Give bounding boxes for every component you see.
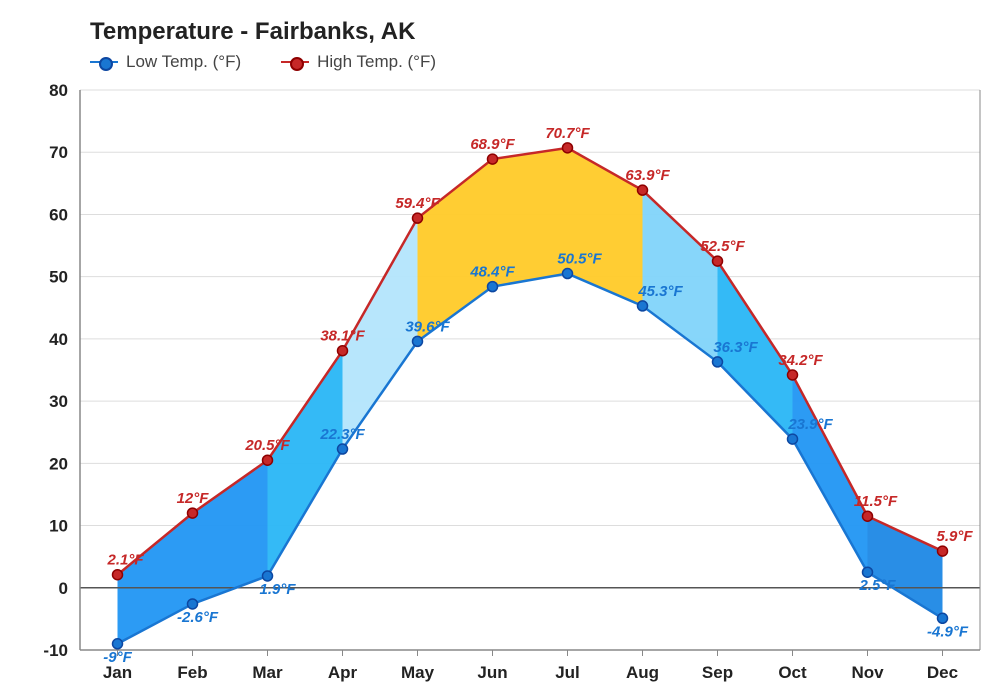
low-value-label: 45.3°F <box>637 283 683 300</box>
x-axis-label: Sep <box>702 663 733 682</box>
svg-text:10: 10 <box>49 517 68 536</box>
x-axis-label: Oct <box>778 663 807 682</box>
low-value-label: 1.9°F <box>259 581 296 598</box>
temp-band <box>268 351 343 576</box>
high-temp-marker <box>713 256 723 266</box>
high-value-label: 2.1°F <box>106 552 144 569</box>
low-temp-marker <box>788 434 798 444</box>
svg-text:-10: -10 <box>43 641 68 660</box>
low-temp-marker <box>863 567 873 577</box>
high-value-label: 5.9°F <box>936 528 973 545</box>
high-temp-marker <box>338 346 348 356</box>
low-value-label: 48.4°F <box>469 264 515 281</box>
low-value-label: 39.6°F <box>405 318 450 335</box>
high-value-label: 59.4°F <box>395 195 440 212</box>
low-temp-marker <box>713 357 723 367</box>
high-value-label: 52.5°F <box>700 238 745 255</box>
high-temp-marker <box>938 546 948 556</box>
x-axis-label: Aug <box>626 663 659 682</box>
x-axis-label: Apr <box>328 663 358 682</box>
low-temp-marker <box>938 613 948 623</box>
low-value-label: 23.9°F <box>787 416 833 433</box>
low-value-label: 2.5°F <box>858 577 896 594</box>
low-value-label: -4.9°F <box>927 623 969 640</box>
x-axis-label: Mar <box>252 663 283 682</box>
low-temp-marker <box>413 336 423 346</box>
high-temp-marker <box>488 154 498 164</box>
temp-band <box>193 460 268 604</box>
x-axis-label: May <box>401 663 435 682</box>
high-value-label: 20.5°F <box>244 437 290 454</box>
svg-text:40: 40 <box>49 330 68 349</box>
temp-band <box>868 516 943 618</box>
svg-text:70: 70 <box>49 143 68 162</box>
x-axis-label: Jan <box>103 663 132 682</box>
x-axis-label: Nov <box>851 663 884 682</box>
svg-text:80: 80 <box>49 81 68 100</box>
high-value-label: 70.7°F <box>545 125 590 142</box>
high-temp-marker <box>563 143 573 153</box>
svg-text:50: 50 <box>49 268 68 287</box>
high-temp-marker <box>413 213 423 223</box>
svg-text:60: 60 <box>49 205 68 224</box>
low-temp-marker <box>188 599 198 609</box>
low-temp-marker <box>488 282 498 292</box>
svg-text:20: 20 <box>49 454 68 473</box>
high-temp-marker <box>263 455 273 465</box>
low-value-label: -2.6°F <box>177 609 219 626</box>
x-axis-label: Dec <box>927 663 958 682</box>
x-axis-label: Jul <box>555 663 580 682</box>
high-value-label: 63.9°F <box>625 167 670 184</box>
low-temp-marker <box>263 571 273 581</box>
low-temp-marker <box>338 444 348 454</box>
svg-text:30: 30 <box>49 392 68 411</box>
temp-band <box>643 190 718 362</box>
high-temp-marker <box>863 511 873 521</box>
svg-text:0: 0 <box>59 579 68 598</box>
high-temp-marker <box>188 508 198 518</box>
low-value-label: 22.3°F <box>319 426 365 443</box>
chart-container: Temperature - Fairbanks, AK Low Temp. (°… <box>0 0 1000 700</box>
chart-svg: -10 0 10 20 30 40 50 60 70 80 Jan Feb Mar Apr May Jun Ju… <box>0 0 1000 700</box>
low-value-label: -9°F <box>103 649 132 666</box>
x-axis-label: Feb <box>177 663 207 682</box>
low-temp-marker <box>638 301 648 311</box>
high-temp-marker <box>788 370 798 380</box>
high-temp-marker <box>638 185 648 195</box>
high-value-label: 12°F <box>177 490 210 507</box>
high-temp-marker <box>113 570 123 580</box>
x-axis-label: Jun <box>477 663 507 682</box>
high-value-label: 34.2°F <box>778 352 823 369</box>
temp-band <box>793 375 868 572</box>
high-value-label: 11.5°F <box>854 493 898 510</box>
low-value-label: 36.3°F <box>713 339 758 356</box>
high-value-label: 68.9°F <box>470 136 515 153</box>
low-temp-marker <box>113 639 123 649</box>
low-value-label: 50.5°F <box>557 251 602 268</box>
high-value-label: 38.1°F <box>320 328 365 345</box>
low-temp-marker <box>563 269 573 279</box>
